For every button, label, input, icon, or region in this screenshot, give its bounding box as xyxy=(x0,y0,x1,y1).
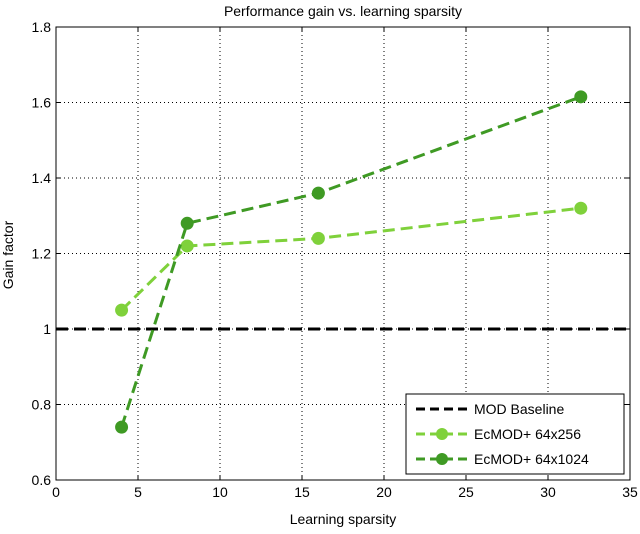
series-group xyxy=(56,90,630,434)
data-point xyxy=(574,90,588,104)
legend-label: EcMOD+ 64x256 xyxy=(474,426,581,442)
data-point xyxy=(311,186,325,200)
data-point xyxy=(180,239,194,253)
data-point xyxy=(115,303,129,317)
series-line xyxy=(120,206,581,312)
chart-title: Performance gain vs. learning sparsity xyxy=(224,3,462,19)
legend-marker xyxy=(436,453,448,465)
x-tick-label: 10 xyxy=(212,484,228,500)
axes: 0 5 10 15 20 25 30 35 0.6 0.8 1 1.2 1.4 1.6 1.8 xyxy=(32,19,638,500)
data-point xyxy=(180,216,194,230)
x-tick-label: 25 xyxy=(458,484,474,500)
data-point xyxy=(574,201,588,215)
legend: MOD Baseline EcMOD+ 64x256 EcMOD+ 64x1024 xyxy=(405,393,625,475)
y-tick-label: 0.8 xyxy=(32,397,52,413)
legend-marker xyxy=(436,428,448,440)
y-tick-label: 1 xyxy=(43,321,51,337)
x-tick-label: 0 xyxy=(52,484,60,500)
data-point xyxy=(115,420,129,434)
x-tick-label: 5 xyxy=(134,484,142,500)
x-tick-label: 15 xyxy=(294,484,310,500)
x-axis-title: Learning sparsity xyxy=(290,511,397,527)
y-tick-label: 1.8 xyxy=(32,19,52,35)
y-tick-label: 1.4 xyxy=(32,170,52,186)
y-tick-label: 0.6 xyxy=(32,472,52,488)
x-tick-label: 35 xyxy=(622,484,638,500)
legend-label: MOD Baseline xyxy=(474,401,564,417)
y-tick-label: 1.2 xyxy=(32,246,52,262)
data-point xyxy=(311,231,325,245)
x-tick-label: 20 xyxy=(376,484,392,500)
series-line xyxy=(120,95,582,428)
series-2 xyxy=(115,201,588,317)
y-axis-title: Gain factor xyxy=(0,220,16,289)
series-3 xyxy=(115,90,588,434)
y-tick-label: 1.6 xyxy=(32,95,52,111)
legend-label: EcMOD+ 64x1024 xyxy=(474,451,589,467)
x-tick-label: 30 xyxy=(540,484,556,500)
